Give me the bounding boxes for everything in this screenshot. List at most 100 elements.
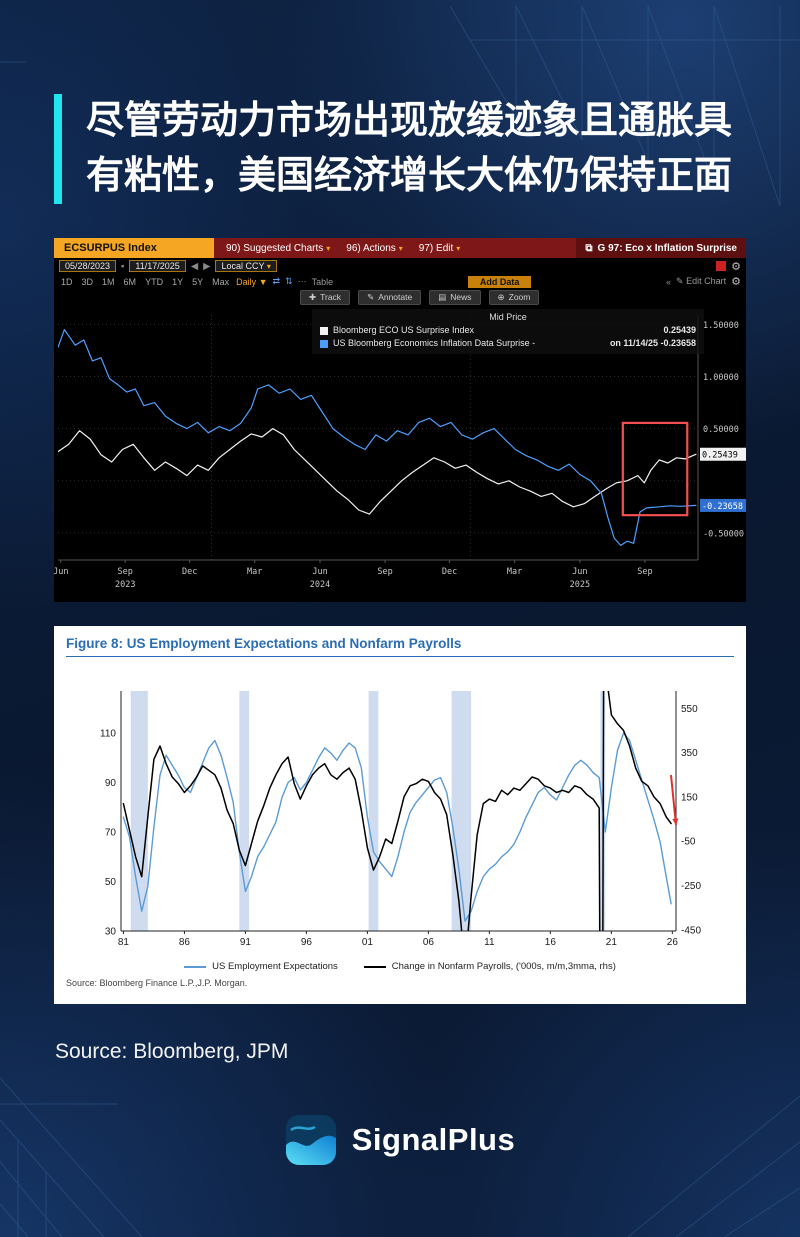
svg-text:Sep: Sep [118, 567, 133, 577]
next-arrow-icon[interactable]: ▶ [203, 260, 211, 272]
dropdown-caret-icon: ▾ [456, 243, 461, 253]
svg-text:50: 50 [105, 877, 117, 888]
headline-line1: 尽管劳动力市场出现放缓迹象且通胀具 [86, 100, 733, 142]
table-button[interactable]: Table [311, 276, 334, 287]
legend-item-nonfarm-payrolls: Change in Nonfarm Payrolls, ('000s, m/m,… [363, 961, 616, 972]
period-1y[interactable]: 1Y [172, 276, 184, 287]
legend-value: on 11/14/25 -0.23658 [609, 338, 696, 349]
white-series-swatch-icon [320, 326, 328, 335]
black-line-swatch-icon [363, 965, 386, 968]
figure8-source: Source: Bloomberg Finance L.P.,J.P. Morg… [66, 978, 248, 989]
svg-text:-0.50000: -0.50000 [703, 530, 744, 540]
pencil-icon: ✎ [676, 276, 684, 287]
menu-suggested-charts[interactable]: 90) Suggested Charts ▾ [226, 242, 331, 254]
svg-text:86: 86 [179, 937, 191, 948]
svg-text:11: 11 [484, 937, 495, 948]
frequency-select[interactable]: Daily ▼ [236, 276, 268, 287]
brand-name: SignalPlus [351, 1122, 516, 1158]
svg-text:150: 150 [681, 793, 698, 804]
legend-title: Mid Price [489, 312, 527, 323]
bloomberg-date-bar: 05/28/2023 ▪ 11/17/2025 ◀ ▶ Local CCY ▾ … [54, 258, 746, 275]
compare-icon[interactable]: ⇄ [272, 276, 281, 287]
svg-text:-450: -450 [681, 926, 701, 937]
annotate-button[interactable]: ✎ Annotate [358, 289, 422, 305]
svg-text:2025: 2025 [570, 580, 590, 590]
sort-icon[interactable]: ⇅ [285, 276, 293, 287]
menu-actions[interactable]: 96) Actions ▾ [346, 242, 403, 254]
date-from-field[interactable]: 05/28/2023 [59, 260, 117, 273]
svg-text:350: 350 [681, 748, 698, 759]
legend-item-eco-surprise[interactable]: Bloomberg ECO US Surprise Index 0.25439 [320, 324, 696, 337]
svg-text:01: 01 [362, 937, 374, 948]
chart-legend: Mid Price Bloomberg ECO US Surprise Inde… [312, 309, 704, 355]
surprise-index-chart[interactable]: 1.50000 1.00000 0.50000 -0.50000 Jun Sep Dec Ma… [53, 305, 746, 602]
source-note: Source: Bloomberg, JPM [55, 1040, 289, 1064]
svg-text:30: 30 [105, 927, 117, 938]
svg-text:21: 21 [606, 937, 618, 948]
bloomberg-menu-bar: ECSURPUS Index 90) Suggested Charts ▾ 96)… [54, 238, 746, 259]
plus-icon: ✚ [309, 291, 317, 302]
popout-icon[interactable]: ⧉ [585, 242, 593, 254]
employment-expectations-chart: 110 90 70 50 30 550 350 150 -50 -250 -450 81 86 91 96 0… [100, 691, 701, 948]
blue-line-swatch-icon [184, 965, 207, 968]
edit-chart-button[interactable]: ✎ Edit Chart [676, 276, 727, 287]
svg-text:Jun: Jun [572, 567, 587, 577]
currency-select[interactable]: Local CCY ▾ [215, 260, 277, 273]
svg-text:90: 90 [105, 778, 117, 789]
menu-items: 90) Suggested Charts ▾ 96) Actions ▾ 97) E… [214, 238, 576, 258]
menu-edit[interactable]: 97) Edit ▾ [418, 242, 461, 254]
svg-text:1.00000: 1.00000 [703, 373, 739, 383]
svg-text:Sep: Sep [637, 567, 652, 577]
dropdown-caret-icon: ▾ [266, 262, 271, 272]
svg-text:06: 06 [423, 937, 435, 948]
bloomberg-chart-area: 1.50000 1.00000 0.50000 -0.50000 Jun Sep Dec Ma… [53, 305, 746, 602]
svg-text:Sep: Sep [377, 567, 392, 577]
svg-text:110: 110 [100, 729, 116, 740]
prev-arrow-icon[interactable]: ◀ [190, 260, 199, 272]
period-6m[interactable]: 6M [123, 276, 137, 287]
svg-text:Dec: Dec [182, 567, 197, 577]
svg-text:26: 26 [667, 937, 679, 948]
date-separator: ▪ [121, 260, 125, 272]
more-icon[interactable]: ⋯ [297, 276, 307, 287]
gear-icon[interactable]: ⚙ [731, 276, 741, 289]
svg-text:0.25439: 0.25439 [702, 451, 738, 461]
svg-text:96: 96 [301, 937, 313, 948]
svg-text:Mar: Mar [507, 567, 522, 577]
zoom-button[interactable]: ⊕ Zoom [488, 289, 540, 305]
period-1d[interactable]: 1D [61, 276, 73, 287]
collapse-icon[interactable]: « [666, 276, 672, 287]
chart-title: G 97: Eco x Inflation Surprise [597, 242, 737, 254]
period-1m[interactable]: 1M [102, 276, 115, 287]
svg-text:2024: 2024 [310, 580, 330, 590]
figure8-title: Figure 8: US Employment Expectations and… [66, 636, 734, 658]
period-3d[interactable]: 3D [81, 276, 94, 287]
date-to-field[interactable]: 11/17/2025 [129, 260, 186, 273]
bloomberg-terminal-panel: ECSURPUS Index 90) Suggested Charts ▾ 96)… [53, 238, 746, 603]
figure8-legend: US Employment Expectations Change in Non… [66, 961, 734, 972]
period-max[interactable]: Max [212, 276, 230, 287]
legend-item-employment-expectations: US Employment Expectations [184, 961, 338, 972]
ticker-field[interactable]: ECSURPUS Index [54, 238, 214, 259]
svg-text:550: 550 [681, 704, 698, 715]
period-5y[interactable]: 5Y [192, 276, 204, 287]
gear-icon[interactable]: ⚙ [731, 260, 741, 273]
period-ytd[interactable]: YTD [145, 276, 164, 287]
legend-item-inflation-surprise[interactable]: US Bloomberg Economics Inflation Data Su… [320, 337, 696, 350]
legend-value: 0.25439 [663, 325, 696, 336]
svg-text:-250: -250 [681, 881, 701, 892]
alert-icon[interactable] [716, 261, 727, 272]
svg-text:Jun: Jun [54, 567, 68, 577]
svg-text:Mar: Mar [247, 567, 262, 577]
svg-text:0.50000: 0.50000 [703, 425, 739, 435]
bloomberg-tool-bar: ✚ Track ✎ Annotate ▤ News ⊕ Zoom [54, 289, 746, 306]
dropdown-caret-icon: ▾ [398, 243, 403, 253]
svg-text:Dec: Dec [442, 567, 457, 577]
track-button[interactable]: ✚ Track [300, 289, 351, 305]
svg-text:2023: 2023 [115, 580, 135, 590]
headline-line2: 有粘性，美国经济增长大体仍保持正面 [86, 155, 733, 198]
add-data-button[interactable]: Add Data [467, 275, 532, 288]
signalplus-logo-icon [285, 1115, 336, 1166]
news-button[interactable]: ▤ News [429, 289, 481, 305]
